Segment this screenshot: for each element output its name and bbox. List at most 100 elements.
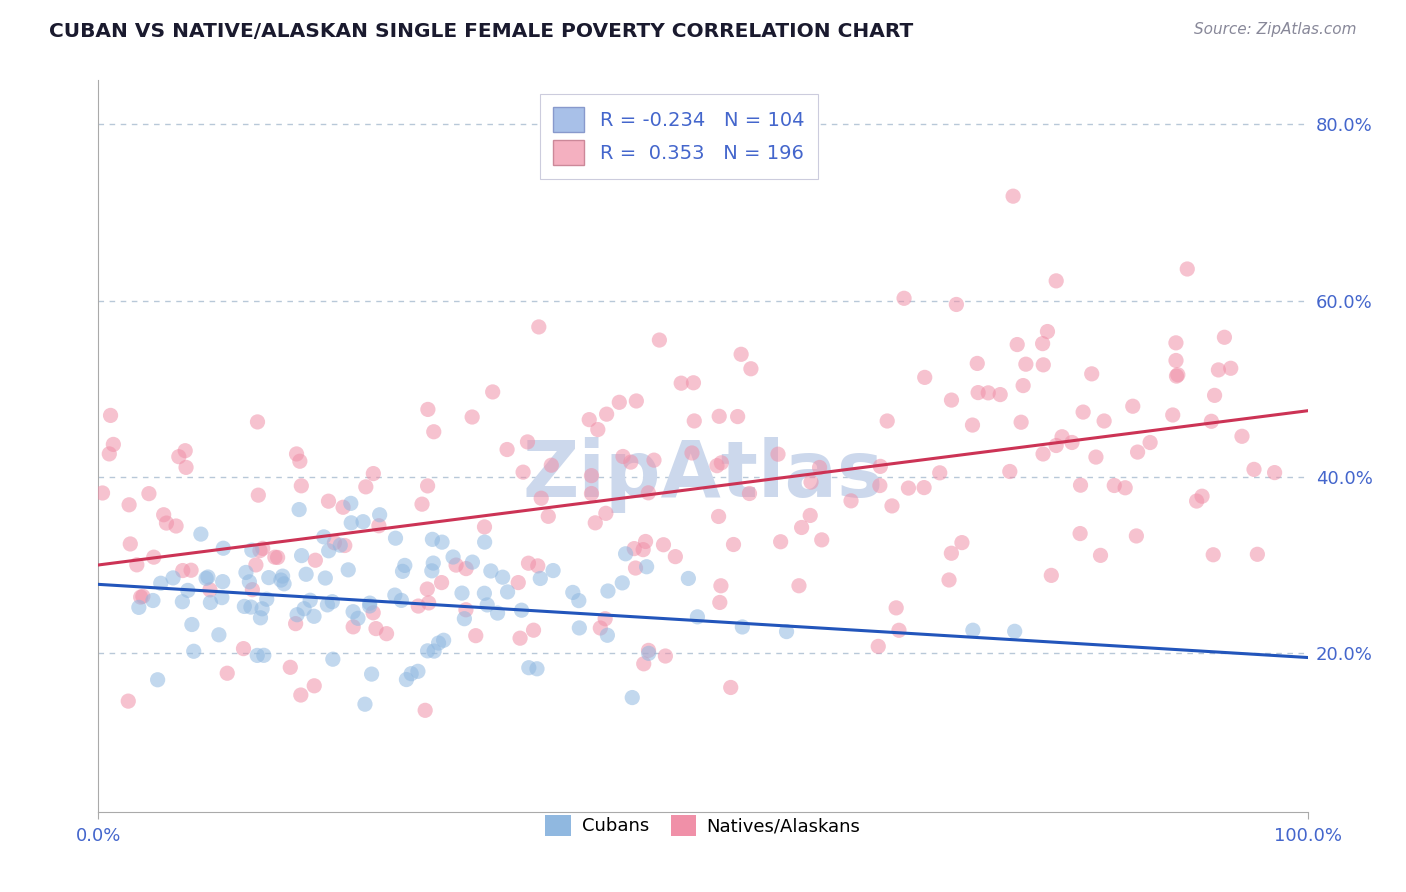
Point bbox=[508, 575, 530, 590]
Point bbox=[561, 585, 583, 599]
Point bbox=[249, 543, 271, 558]
Point bbox=[395, 673, 418, 687]
Point bbox=[1080, 367, 1102, 381]
Point bbox=[302, 609, 325, 624]
Point bbox=[731, 620, 754, 634]
Point bbox=[430, 575, 453, 590]
Point bbox=[352, 515, 374, 529]
Point bbox=[266, 550, 288, 565]
Point bbox=[318, 494, 340, 508]
Point bbox=[1243, 462, 1265, 476]
Point bbox=[626, 394, 648, 409]
Point bbox=[1090, 549, 1112, 563]
Point bbox=[683, 414, 706, 428]
Point bbox=[887, 624, 910, 638]
Point bbox=[167, 450, 190, 464]
Point bbox=[212, 541, 235, 556]
Point bbox=[648, 333, 671, 347]
Point bbox=[583, 516, 606, 530]
Point bbox=[177, 583, 200, 598]
Point bbox=[278, 660, 301, 674]
Point bbox=[633, 657, 655, 671]
Point bbox=[1166, 369, 1188, 384]
Point bbox=[406, 599, 429, 613]
Point bbox=[211, 591, 233, 605]
Point bbox=[492, 570, 515, 584]
Point bbox=[416, 479, 439, 493]
Point bbox=[367, 518, 389, 533]
Point bbox=[1012, 378, 1035, 392]
Point bbox=[510, 603, 533, 617]
Point bbox=[361, 606, 384, 620]
Point bbox=[240, 543, 263, 558]
Point bbox=[496, 585, 519, 599]
Point bbox=[623, 541, 645, 556]
Point bbox=[149, 576, 172, 591]
Point bbox=[1264, 466, 1286, 480]
Point bbox=[430, 535, 453, 549]
Point bbox=[197, 570, 219, 584]
Text: CUBAN VS NATIVE/ALASKAN SINGLE FEMALE POVERTY CORRELATION CHART: CUBAN VS NATIVE/ALASKAN SINGLE FEMALE PO… bbox=[49, 22, 914, 41]
Point bbox=[1208, 363, 1230, 377]
Point bbox=[1164, 335, 1187, 350]
Point bbox=[198, 582, 221, 597]
Point bbox=[496, 442, 519, 457]
Point bbox=[595, 506, 617, 520]
Point bbox=[246, 648, 269, 663]
Point bbox=[1164, 353, 1187, 368]
Point bbox=[364, 622, 387, 636]
Point bbox=[118, 498, 141, 512]
Point bbox=[581, 468, 603, 483]
Point bbox=[1036, 325, 1059, 339]
Point bbox=[486, 606, 509, 620]
Point bbox=[637, 643, 659, 657]
Point bbox=[340, 496, 363, 510]
Point bbox=[682, 376, 704, 390]
Point bbox=[416, 644, 439, 658]
Point bbox=[1004, 624, 1026, 639]
Point bbox=[416, 582, 439, 596]
Point bbox=[941, 393, 963, 408]
Point bbox=[391, 565, 413, 579]
Point bbox=[190, 527, 212, 541]
Point bbox=[578, 412, 600, 426]
Point bbox=[406, 665, 429, 679]
Point bbox=[769, 534, 792, 549]
Point bbox=[288, 454, 311, 468]
Point bbox=[464, 629, 486, 643]
Point bbox=[285, 447, 308, 461]
Point bbox=[347, 611, 370, 625]
Point bbox=[422, 533, 444, 547]
Point bbox=[162, 571, 184, 585]
Point bbox=[1050, 430, 1073, 444]
Point bbox=[710, 456, 733, 470]
Point bbox=[868, 640, 890, 654]
Point bbox=[596, 584, 619, 599]
Point bbox=[271, 569, 294, 583]
Point bbox=[540, 458, 562, 473]
Point bbox=[1167, 368, 1189, 382]
Point bbox=[299, 593, 322, 607]
Point bbox=[285, 607, 308, 622]
Point bbox=[451, 586, 474, 600]
Point bbox=[1040, 568, 1063, 582]
Point bbox=[928, 466, 950, 480]
Point bbox=[529, 572, 551, 586]
Point bbox=[1045, 438, 1067, 452]
Point bbox=[1219, 361, 1241, 376]
Point bbox=[375, 626, 398, 640]
Point bbox=[423, 425, 446, 439]
Point bbox=[413, 703, 436, 717]
Point bbox=[1175, 262, 1198, 277]
Point bbox=[727, 409, 749, 424]
Point bbox=[950, 535, 973, 549]
Point bbox=[239, 600, 262, 615]
Point bbox=[612, 450, 634, 464]
Point bbox=[678, 571, 700, 585]
Point bbox=[233, 599, 256, 614]
Point bbox=[799, 508, 821, 523]
Point bbox=[1191, 489, 1213, 503]
Point bbox=[1185, 494, 1208, 508]
Point bbox=[245, 558, 267, 572]
Point bbox=[180, 563, 202, 577]
